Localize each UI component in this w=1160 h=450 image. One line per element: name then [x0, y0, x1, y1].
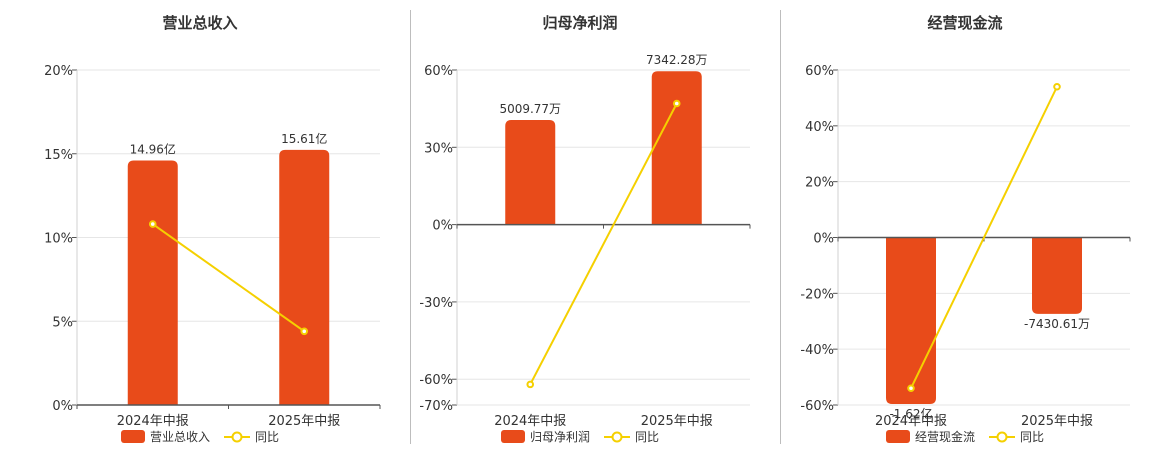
yoy-point — [300, 327, 309, 336]
legend-line-label: 同比 — [255, 430, 280, 444]
legend: 经营现金流 同比 — [770, 428, 1160, 445]
yoy-point — [1053, 82, 1061, 91]
y-tick-label: 15% — [44, 148, 73, 163]
bar — [1032, 237, 1082, 314]
panel-divider — [780, 10, 781, 444]
x-tick-label: 2025年中报 — [268, 414, 340, 429]
x-tick-label: 2025年中报 — [1021, 414, 1093, 429]
yoy-line — [910, 86, 1058, 389]
yoy-line — [529, 103, 678, 385]
legend-item-bar[interactable]: 营业总收入 — [120, 428, 210, 445]
y-tick-label: -60% — [419, 373, 453, 388]
legend-item-yoy[interactable]: 同比 — [989, 428, 1044, 445]
y-tick-label: 0% — [432, 219, 453, 234]
y-tick-label: 40% — [805, 120, 834, 135]
bar-value-label: -7430.61万 — [1024, 317, 1090, 331]
legend-bar-swatch — [885, 430, 910, 443]
bar — [127, 160, 178, 405]
x-tick-label: 2025年中报 — [641, 414, 713, 429]
y-tick-label: -30% — [419, 296, 453, 311]
legend: 归母净利润 同比 — [385, 428, 775, 445]
y-tick-label: 10% — [44, 232, 73, 247]
y-tick-label: 5% — [52, 315, 73, 330]
chart-svg-net-profit: -70% -60% -30% 0% 30% 60% 5009.77万 7342.28万 2024… — [419, 53, 751, 429]
yoy-point — [148, 220, 157, 228]
x-tick-label: 2024年中报 — [117, 414, 189, 429]
bar-value-label: 14.96亿 — [130, 142, 176, 157]
y-tick-label: -60% — [800, 399, 834, 414]
legend-item-bar[interactable]: 经营现金流 — [885, 428, 975, 445]
bar-value-label: 15.61亿 — [281, 131, 327, 146]
x-tick-label: 2024年中报 — [494, 414, 566, 429]
chart-svg-cash-flow: -60% -40% -20% 0% 20% 40% 60% -1.62亿 -7430.61万 20… — [800, 64, 1131, 429]
y-tick-label: 0% — [52, 399, 73, 414]
y-tick-label: 20% — [44, 64, 73, 79]
y-tick-label: 30% — [424, 141, 453, 156]
legend-bar-swatch — [500, 430, 525, 443]
y-tick-label: 60% — [424, 64, 453, 79]
bar — [279, 149, 330, 405]
y-tick-label: -70% — [419, 399, 453, 414]
bar-value-label: 7342.28万 — [646, 53, 708, 67]
chart-panel-cash-flow: 经营现金流 -60% -40% -20% 0% 20% 40% 60% -1.62亿 -7430… — [770, 0, 1160, 450]
legend-item-yoy[interactable]: 同比 — [604, 428, 659, 445]
bar-value-label: 5009.77万 — [499, 102, 561, 116]
x-tick-label: 2024年中报 — [875, 414, 947, 429]
legend-bar-label: 经营现金流 — [914, 430, 975, 444]
y-tick-label: 60% — [805, 64, 834, 79]
chart-title: 归母净利润 — [542, 14, 618, 32]
yoy-line — [152, 223, 305, 333]
chart-title: 营业总收入 — [162, 14, 238, 32]
legend-item-bar[interactable]: 归母净利润 — [500, 428, 590, 445]
legend-item-yoy[interactable]: 同比 — [224, 428, 279, 445]
y-tick-label: 20% — [805, 176, 834, 191]
yoy-point — [526, 380, 535, 389]
panel-divider — [410, 10, 411, 444]
yoy-point — [907, 384, 915, 393]
bar-value-label: -1.62亿 — [889, 406, 932, 421]
legend-line-swatch — [224, 431, 250, 442]
y-tick-label: 0% — [813, 232, 834, 247]
legend-line-swatch — [604, 431, 630, 442]
legend-line-label: 同比 — [635, 430, 660, 444]
legend-bar-label: 归母净利润 — [529, 430, 590, 444]
y-tick-label: -40% — [800, 343, 834, 358]
legend-line-swatch — [989, 431, 1015, 442]
legend: 营业总收入 同比 — [0, 428, 400, 445]
legend-bar-swatch — [120, 430, 145, 443]
legend-line-label: 同比 — [1020, 430, 1045, 444]
chart-title: 经营现金流 — [927, 14, 1003, 32]
bar — [886, 237, 936, 404]
yoy-point — [672, 99, 681, 108]
bar — [651, 71, 702, 225]
bar — [505, 119, 556, 225]
legend-bar-label: 营业总收入 — [149, 430, 210, 444]
chart-svg-revenue: 0% 5% 10% 15% 20% 14.96亿 15.61亿 2024年中报 2025年中报 — [44, 64, 381, 429]
y-tick-label: -20% — [800, 287, 834, 302]
chart-panel-revenue: 营业总收入 0% 5% 10% 15% 20% 14.96亿 15.61亿 2024年中报 20… — [0, 0, 400, 450]
chart-panel-net-profit: 归母净利润 -70% -60% -30% 0% 30% 60% 5009.77万 7342.2… — [385, 0, 775, 450]
